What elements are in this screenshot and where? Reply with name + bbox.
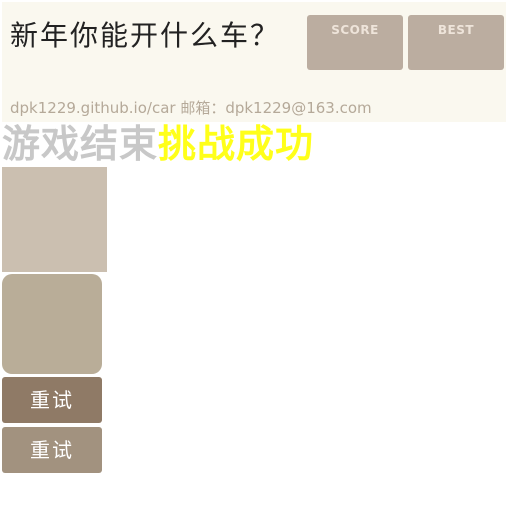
- score-box: SCORE: [307, 15, 403, 70]
- game-title: 新年你能开什么车？: [10, 19, 281, 52]
- grid-tile-square: [2, 167, 107, 272]
- challenge-success-text: 挑战成功: [158, 122, 315, 166]
- grid-tile-rounded: [2, 274, 102, 374]
- retry-button[interactable]: 重试: [2, 377, 102, 423]
- best-score-box: BEST: [408, 15, 504, 70]
- best-label: BEST: [437, 23, 475, 37]
- site-contact-line: dpk1229.github.io/car 邮箱：dpk1229@163.com: [10, 99, 372, 117]
- game-over-text: 游戏结束: [2, 122, 159, 166]
- game-result-message: 游戏结束挑战成功: [2, 123, 314, 165]
- retry-button-secondary[interactable]: 重试: [2, 427, 102, 473]
- score-label: SCORE: [331, 23, 379, 37]
- game-header: 新年你能开什么车？ SCORE BEST dpk1229.github.io/c…: [2, 2, 506, 122]
